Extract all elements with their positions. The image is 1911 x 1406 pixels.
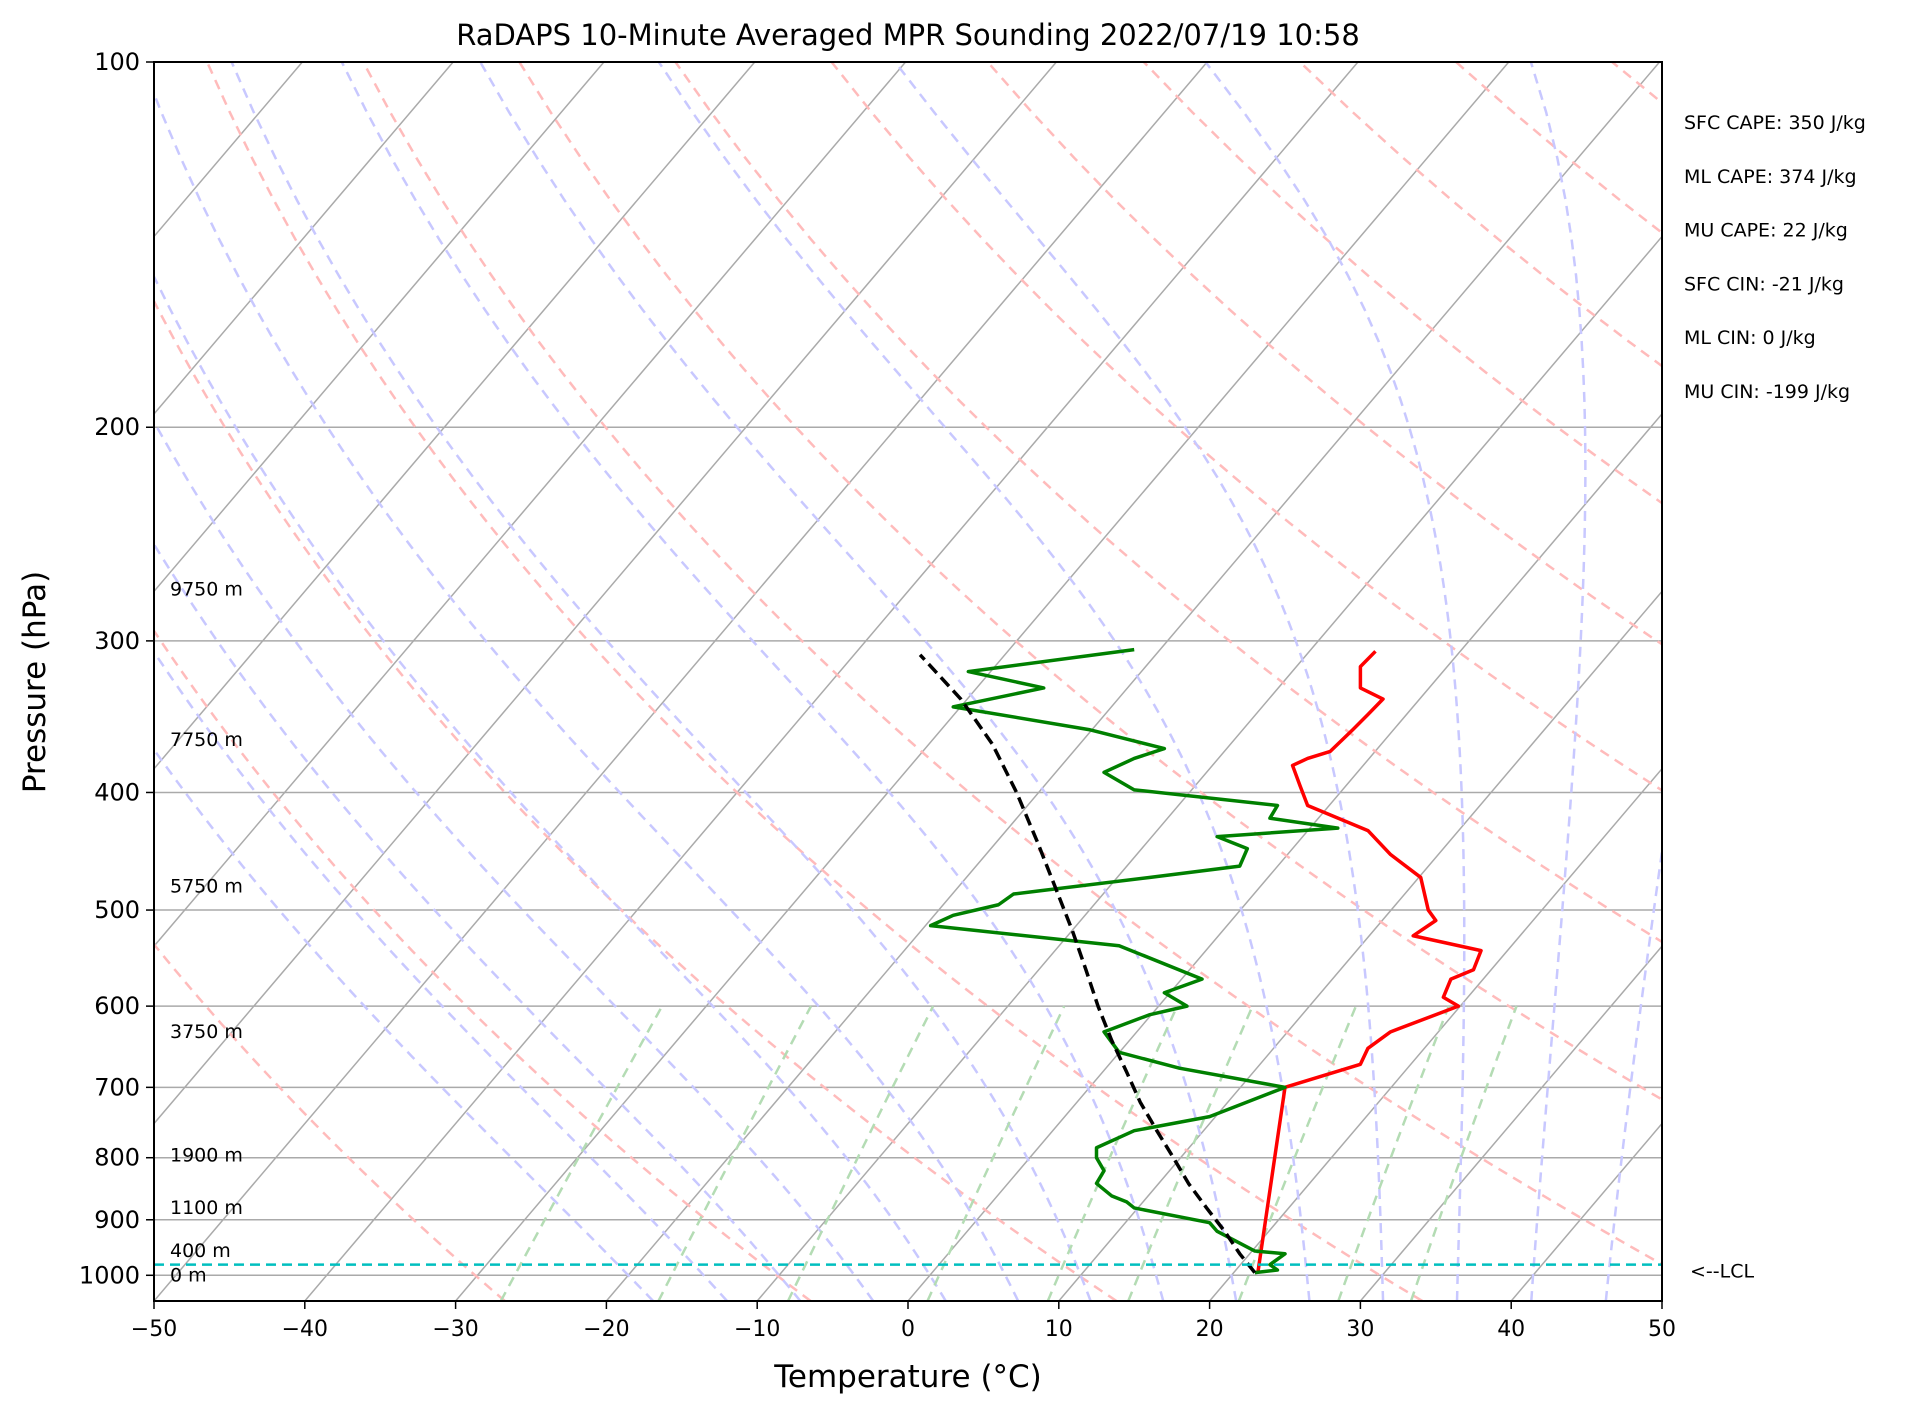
x-tick-label: 50 bbox=[1648, 1317, 1676, 1342]
mixing-ratio-line bbox=[926, 1005, 1066, 1301]
dry-adiabat-line bbox=[362, 62, 1662, 1266]
background-lines bbox=[154, 62, 1662, 1301]
mixing-ratio-line bbox=[1127, 1005, 1254, 1301]
moist-adiabat-line bbox=[1604, 842, 1662, 1301]
moist-adiabat-line bbox=[230, 62, 1092, 1301]
y-tick-label: 900 bbox=[94, 1206, 140, 1234]
isotherm-line bbox=[154, 62, 907, 948]
chart-title: RaDAPS 10-Minute Averaged MPR Sounding 2… bbox=[456, 18, 1360, 52]
index-text: MU CAPE: 22 J/kg bbox=[1684, 220, 1848, 242]
isotherm-line bbox=[1058, 590, 1662, 1301]
moist-adiabat-line bbox=[154, 541, 802, 1301]
mixing-ratio-line bbox=[1337, 1005, 1450, 1301]
x-axis-label: Temperature (°C) bbox=[773, 1359, 1042, 1395]
height-label: 5750 m bbox=[170, 875, 243, 897]
x-tick-label: 20 bbox=[1196, 1317, 1224, 1342]
moist-adiabat-line bbox=[479, 62, 1238, 1301]
series-layer bbox=[154, 647, 1662, 1275]
x-tick-label: 30 bbox=[1346, 1317, 1374, 1342]
x-tick-label: −40 bbox=[282, 1317, 328, 1342]
dry-adiabat-line bbox=[154, 942, 506, 1301]
dry-adiabat-line bbox=[830, 62, 1662, 792]
lcl-label: <--LCL bbox=[1690, 1261, 1754, 1283]
index-text: SFC CIN: -21 J/kg bbox=[1684, 273, 1844, 295]
isotherm-line bbox=[1359, 945, 1662, 1301]
y-axis-label: Pressure (hPa) bbox=[17, 571, 53, 793]
dewpoint-line bbox=[928, 647, 1340, 1275]
mixing-ratio-line bbox=[1409, 1005, 1518, 1301]
isotherm-line bbox=[154, 62, 1057, 1125]
height-label: 400 m bbox=[170, 1240, 231, 1262]
annotations: <--LCL SFC CAPE: 350 J/kg ML CAPE: 374 J/k… bbox=[1684, 112, 1866, 1283]
moist-adiabat-line bbox=[154, 90, 1020, 1301]
moist-adiabat-line bbox=[1204, 62, 1466, 1301]
x-tick-label: 10 bbox=[1045, 1317, 1073, 1342]
parcel-line bbox=[918, 653, 1257, 1274]
y-axis-ticks: 100 200 300 400 500 600 700 800 900 1000 bbox=[79, 48, 154, 1289]
index-text: SFC CAPE: 350 J/kg bbox=[1684, 112, 1866, 134]
index-text: ML CIN: 0 J/kg bbox=[1684, 327, 1816, 349]
y-tick-label: 600 bbox=[94, 992, 140, 1020]
y-tick-label: 300 bbox=[94, 627, 140, 655]
moist-adiabat-line bbox=[340, 62, 1165, 1301]
x-axis-ticks: −50 −40 −30 −20 −10 0 10 20 30 40 50 bbox=[131, 1301, 1676, 1342]
mixing-ratio-line bbox=[657, 1005, 813, 1301]
temperature-line bbox=[1256, 650, 1483, 1273]
isotherm-line bbox=[304, 62, 1359, 1301]
y-tick-label: 100 bbox=[94, 48, 140, 76]
y-tick-label: 700 bbox=[94, 1073, 140, 1101]
dry-adiabat-line bbox=[154, 298, 1118, 1301]
height-label: 1100 m bbox=[170, 1197, 243, 1219]
isotherm-line bbox=[455, 62, 1510, 1301]
x-tick-label: −10 bbox=[734, 1317, 780, 1342]
mixing-ratio-line bbox=[499, 1005, 664, 1301]
isotherm-line bbox=[154, 62, 605, 593]
isotherm-line bbox=[605, 62, 1661, 1301]
y-tick-label: 200 bbox=[94, 413, 140, 441]
x-tick-label: −30 bbox=[432, 1317, 478, 1342]
dry-adiabat-line bbox=[518, 62, 1662, 1102]
dry-adiabat-line bbox=[154, 628, 812, 1301]
x-tick-label: 0 bbox=[901, 1317, 915, 1342]
dry-adiabat-line bbox=[205, 62, 1423, 1301]
y-tick-label: 500 bbox=[94, 896, 140, 924]
height-label: 7750 m bbox=[170, 729, 243, 751]
moist-adiabat-line bbox=[894, 62, 1385, 1301]
index-text: MU CIN: -199 J/kg bbox=[1684, 381, 1850, 403]
x-tick-label: −50 bbox=[131, 1317, 177, 1342]
y-tick-label: 400 bbox=[94, 778, 140, 806]
x-tick-label: −20 bbox=[583, 1317, 629, 1342]
mixing-ratio-line bbox=[786, 1005, 935, 1301]
isotherm-line bbox=[154, 62, 756, 770]
mixing-ratio-line bbox=[1237, 1005, 1358, 1301]
isotherm-line bbox=[1209, 767, 1662, 1301]
moist-adiabat-line bbox=[154, 419, 875, 1301]
isotherm-line bbox=[756, 235, 1662, 1301]
isotherm-line bbox=[907, 412, 1662, 1301]
y-tick-label: 800 bbox=[94, 1144, 140, 1172]
dry-adiabat-line bbox=[674, 62, 1662, 944]
height-label: 1900 m bbox=[170, 1145, 243, 1167]
isotherm-line bbox=[154, 62, 1208, 1301]
index-text: ML CAPE: 374 J/kg bbox=[1684, 166, 1857, 188]
height-label: 3750 m bbox=[170, 1021, 243, 1043]
y-tick-label: 1000 bbox=[79, 1261, 140, 1289]
x-tick-label: 40 bbox=[1497, 1317, 1525, 1342]
isotherm-line bbox=[154, 62, 454, 416]
moist-adiabat-line bbox=[657, 62, 1311, 1301]
height-label: 0 m bbox=[170, 1264, 207, 1286]
moist-adiabat-line bbox=[1529, 62, 1587, 1301]
moist-adiabat-line bbox=[154, 273, 947, 1301]
moist-adiabat-line bbox=[154, 747, 655, 1301]
height-label: 9750 m bbox=[170, 578, 243, 600]
